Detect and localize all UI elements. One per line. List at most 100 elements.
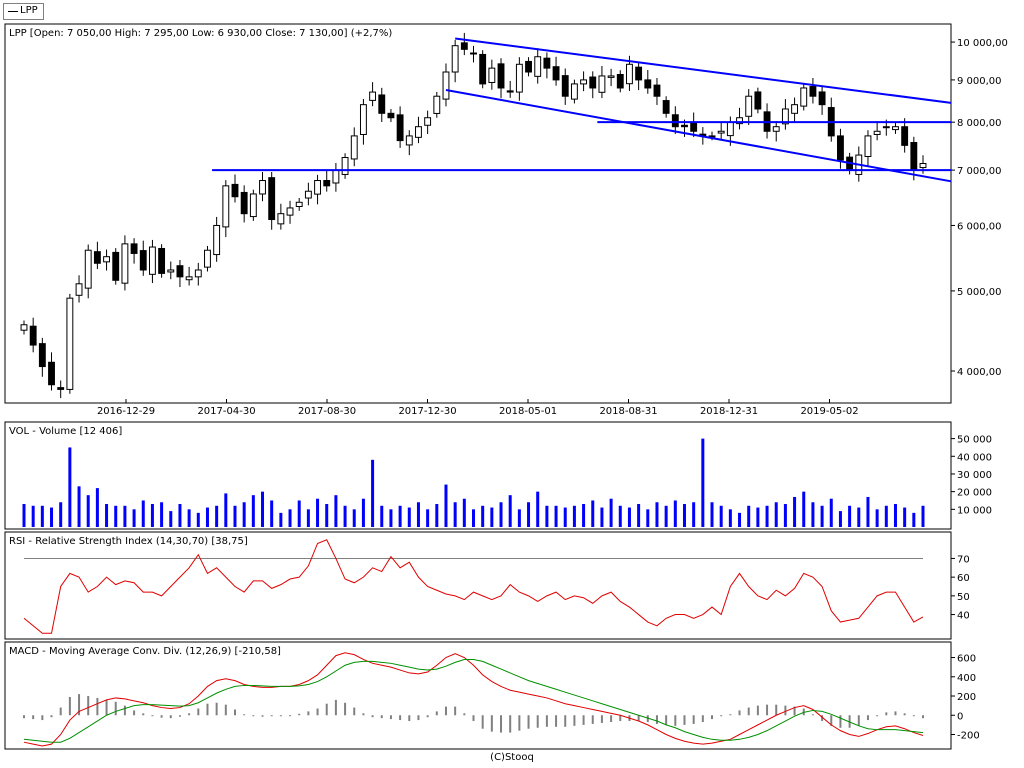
legend-line-swatch	[8, 11, 18, 12]
candle-body	[249, 193, 257, 218]
volume-panel-title: VOL - Volume [12 406]	[9, 426, 122, 437]
candle-body	[873, 130, 881, 135]
candle-body	[451, 45, 459, 73]
candle-body	[892, 126, 899, 131]
price-x-tick-label: 2018-12-31	[700, 406, 758, 417]
candle-body	[231, 183, 239, 198]
volume-bar	[912, 512, 916, 527]
macd-histogram-bar	[188, 713, 191, 716]
volume-bar	[472, 509, 475, 527]
candle-body	[167, 269, 175, 273]
volume-bar	[838, 511, 842, 527]
volume-bar	[866, 496, 870, 527]
price-panel-title: LPP [Open: 7 050,00 High: 7 295,00 Low: …	[9, 28, 392, 39]
volume-bar	[609, 498, 613, 527]
volume-bar	[242, 502, 246, 527]
candle-body	[515, 63, 523, 93]
price-x-tick-label: 2017-04-30	[197, 406, 255, 417]
price-x-tick-label: 2016-12-29	[97, 406, 155, 417]
macd-histogram-bar	[756, 705, 759, 716]
macd-histogram-bar	[243, 714, 246, 716]
macd-histogram-bar	[298, 713, 301, 716]
volume-bar	[921, 505, 925, 527]
candle-body	[653, 84, 661, 97]
volume-bar	[297, 500, 301, 527]
volume-bar	[481, 505, 485, 527]
macd-histogram-bar	[885, 712, 888, 716]
candle-body	[350, 135, 358, 160]
volume-panel-frame	[4, 421, 952, 530]
volume-bar	[536, 491, 540, 527]
volume-bar	[728, 509, 732, 527]
macd-histogram-bar	[729, 714, 732, 716]
volume-bar	[270, 500, 274, 527]
candle-body	[194, 269, 202, 278]
rsi-y-tick-label: 50	[957, 592, 970, 603]
macd-y-tick-label: 0	[957, 711, 963, 722]
volume-bar	[95, 488, 99, 527]
volume-bar	[233, 505, 237, 527]
volume-bar	[371, 459, 375, 527]
volume-bar	[618, 505, 622, 527]
candle-body	[479, 53, 487, 85]
macd-histogram-bar	[591, 715, 594, 724]
volume-bar	[499, 502, 503, 527]
volume-bar	[22, 504, 26, 527]
volume-bar	[334, 495, 338, 527]
candle-body	[442, 71, 450, 100]
candle-body	[29, 325, 37, 346]
macd-line	[23, 652, 924, 747]
macd-histogram-bar	[747, 707, 750, 716]
macd-histogram-bar	[866, 715, 869, 721]
macd-histogram-bar	[160, 715, 163, 718]
price-y-tick-label: 9 000,00	[957, 76, 1002, 87]
candle-body	[589, 76, 597, 89]
volume-bar	[738, 512, 742, 527]
macd-histogram-bar	[270, 715, 273, 717]
macd-histogram-bar	[600, 715, 603, 723]
macd-histogram-bar	[96, 697, 99, 716]
candle-body	[20, 324, 28, 331]
rsi-panel-title: RSI - Relative Strength Index (14,30,70)…	[9, 536, 248, 547]
macd-histogram-bar	[518, 715, 521, 731]
volume-layer: 10 000 20 000 30 000 40 000 50 000	[22, 435, 992, 527]
volume-bar	[261, 491, 265, 527]
candle-body	[497, 63, 505, 89]
candle-body	[580, 79, 588, 85]
volume-bar	[637, 504, 641, 527]
macd-histogram-bar	[78, 694, 81, 716]
macd-histogram-bar	[536, 715, 539, 728]
macd-histogram-bar	[720, 715, 723, 717]
macd-histogram-bar	[316, 708, 319, 716]
macd-histogram-bar	[389, 715, 392, 720]
rsi-y-tick-label: 60	[957, 573, 970, 584]
candle-body	[240, 191, 248, 215]
volume-bar	[646, 509, 650, 527]
macd-histogram-bar	[692, 715, 695, 724]
candle-body	[607, 75, 615, 78]
volume-bar	[545, 505, 549, 527]
macd-histogram-bar	[637, 715, 640, 722]
macd-histogram-bar	[490, 715, 493, 732]
volume-bar	[829, 498, 833, 527]
channel-upper-line	[455, 37, 952, 104]
candle-body	[57, 387, 65, 390]
macd-histogram-bar	[655, 715, 658, 724]
volume-bar	[848, 505, 852, 527]
candle-body	[148, 246, 156, 275]
volume-bar	[811, 502, 815, 527]
macd-histogram-bar	[32, 715, 35, 720]
macd-signal-line	[23, 658, 924, 743]
macd-histogram-bar	[426, 715, 429, 718]
volume-bar	[178, 504, 182, 527]
candle-body	[488, 67, 496, 83]
candle-body	[745, 95, 753, 117]
macd-histogram-bar	[894, 711, 897, 716]
volume-bar	[196, 512, 200, 527]
macd-histogram-bar	[500, 715, 503, 733]
candle-body	[772, 126, 780, 132]
rsi-line	[23, 539, 924, 634]
volume-bar	[701, 438, 705, 527]
volume-bar	[169, 511, 173, 527]
volume-bar	[444, 484, 448, 527]
